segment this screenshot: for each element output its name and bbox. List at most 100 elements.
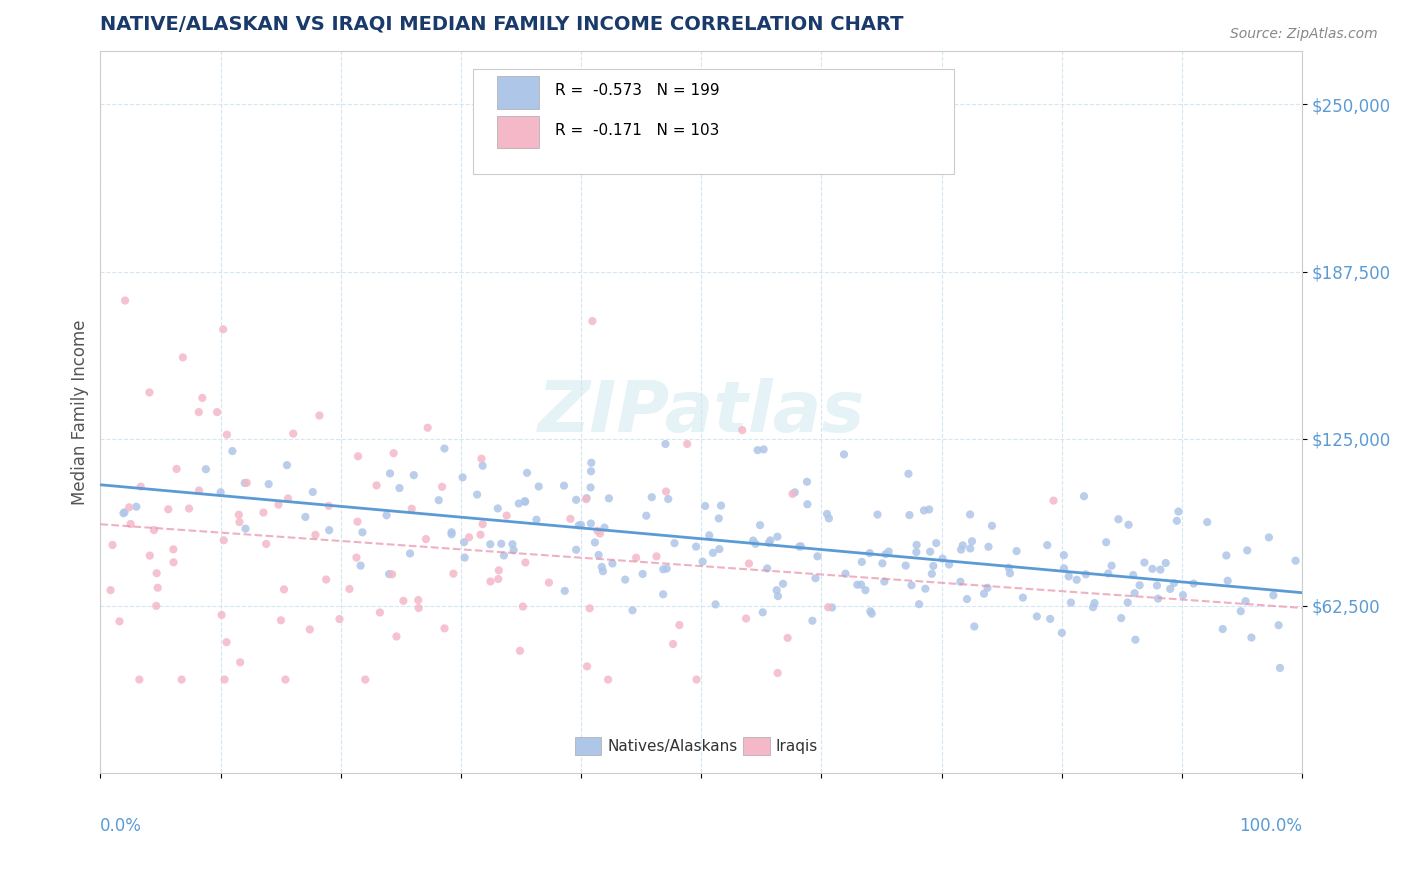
Point (1073, 489, 1095, 503)
Point (328, 612, 350, 626)
Point (501, 537, 523, 551)
Point (963, 619, 986, 633)
Point (252, 506, 274, 520)
Point (172, 351, 194, 365)
Point (900, 578, 922, 592)
Point (742, 533, 765, 548)
Point (921, 566, 943, 581)
Point (294, 510, 316, 524)
Point (1039, 612, 1062, 626)
Point (925, 536, 948, 550)
Point (508, 497, 530, 511)
Point (1240, 631, 1263, 645)
Point (143, 523, 166, 537)
Point (676, 437, 699, 451)
Point (378, 467, 401, 481)
Point (188, 483, 211, 498)
Point (908, 597, 931, 611)
Point (1083, 596, 1105, 610)
Point (652, 562, 675, 576)
Point (783, 485, 806, 500)
Point (211, 607, 233, 622)
Point (537, 575, 560, 590)
Point (118, 500, 141, 515)
Point (349, 558, 371, 573)
Point (922, 558, 945, 573)
Point (491, 537, 513, 551)
Point (697, 528, 720, 542)
Point (1159, 582, 1181, 596)
Point (998, 566, 1021, 581)
Point (315, 573, 337, 587)
Point (194, 462, 217, 476)
Point (212, 322, 235, 336)
Point (655, 561, 678, 575)
Point (1182, 576, 1205, 591)
Point (277, 491, 299, 506)
Point (1147, 591, 1170, 606)
Point (707, 511, 730, 525)
Point (470, 527, 492, 541)
Point (592, 564, 614, 578)
Point (981, 518, 1004, 533)
Point (758, 536, 780, 550)
Point (685, 673, 707, 687)
Point (918, 502, 941, 516)
Point (1284, 554, 1306, 568)
Point (401, 501, 423, 516)
Y-axis label: Median Family Income: Median Family Income (72, 319, 89, 505)
Point (228, 508, 250, 522)
Point (1060, 596, 1083, 610)
Point (782, 487, 804, 501)
Point (157, 502, 180, 516)
Point (488, 563, 510, 577)
Point (129, 480, 152, 494)
Point (710, 499, 733, 513)
Point (415, 532, 437, 546)
Point (855, 583, 877, 598)
Point (569, 517, 592, 532)
Point (692, 555, 714, 569)
FancyBboxPatch shape (744, 737, 769, 756)
Point (581, 314, 603, 328)
Point (441, 566, 464, 581)
Point (139, 549, 162, 563)
Point (952, 538, 974, 552)
Point (756, 561, 779, 575)
Point (565, 492, 588, 507)
Point (339, 582, 361, 596)
Point (515, 494, 537, 508)
Point (897, 467, 920, 481)
FancyBboxPatch shape (575, 737, 602, 756)
Point (101, 538, 124, 552)
Point (1258, 530, 1281, 544)
Point (440, 525, 463, 540)
Point (931, 551, 953, 566)
FancyBboxPatch shape (472, 69, 953, 174)
Point (1107, 512, 1129, 526)
Point (108, 615, 131, 629)
Point (1171, 588, 1194, 602)
Point (553, 478, 575, 492)
Point (766, 589, 789, 603)
Point (956, 592, 979, 607)
Point (205, 405, 228, 419)
Point (905, 545, 928, 559)
Point (959, 541, 981, 556)
Point (631, 566, 654, 581)
Point (214, 673, 236, 687)
Point (873, 574, 896, 589)
Point (100, 583, 122, 598)
Point (458, 530, 481, 544)
Point (209, 485, 232, 500)
Point (229, 655, 252, 669)
Point (668, 618, 690, 632)
Point (1116, 595, 1139, 609)
Point (433, 442, 456, 456)
Point (938, 558, 960, 572)
Point (375, 508, 398, 523)
Point (973, 587, 995, 601)
Point (1109, 611, 1132, 625)
Point (270, 613, 292, 627)
Point (502, 543, 524, 558)
